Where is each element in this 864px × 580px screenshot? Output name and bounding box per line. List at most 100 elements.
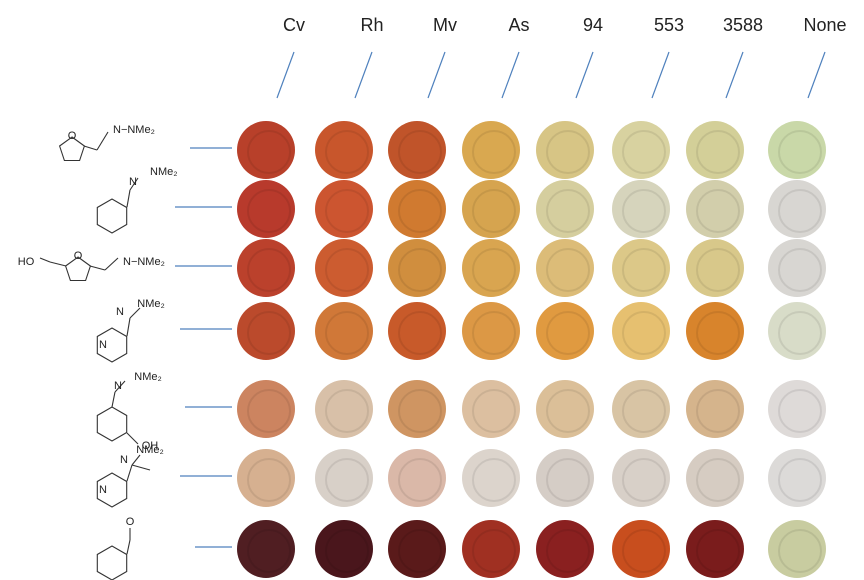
well: [536, 121, 594, 179]
bond: [39, 257, 51, 263]
well: [536, 302, 594, 360]
atom-label: N: [99, 484, 107, 496]
atom-label: O: [74, 250, 83, 262]
well: [315, 380, 373, 438]
well: [768, 239, 826, 297]
well-ring: [778, 458, 822, 502]
well: [462, 520, 520, 578]
well: [686, 380, 744, 438]
bond: [131, 464, 151, 471]
well-ring: [696, 529, 740, 573]
ring: [96, 327, 128, 363]
well-ring: [546, 458, 590, 502]
ring: [64, 256, 92, 282]
well: [686, 449, 744, 507]
well-ring: [546, 311, 590, 355]
well-ring: [546, 248, 590, 292]
bond: [126, 317, 131, 337]
column-header: None: [803, 15, 846, 35]
header-line: [807, 51, 826, 99]
column-header: Rh: [360, 15, 383, 35]
well-ring: [622, 311, 666, 355]
atom-label: N−NMe₂: [113, 124, 155, 136]
well: [388, 380, 446, 438]
well-ring: [472, 458, 516, 502]
well: [315, 302, 373, 360]
ring: [96, 198, 128, 234]
well: [388, 180, 446, 238]
well: [612, 380, 670, 438]
well-ring: [546, 130, 590, 174]
well: [686, 302, 744, 360]
well-ring: [778, 529, 822, 573]
well-ring: [622, 130, 666, 174]
bond: [114, 380, 126, 393]
well: [686, 239, 744, 297]
well-ring: [472, 311, 516, 355]
well: [462, 380, 520, 438]
well-ring: [247, 189, 291, 233]
atom-label: O: [68, 130, 77, 142]
well-ring: [325, 189, 369, 233]
well: [768, 302, 826, 360]
column-header: 94: [583, 15, 603, 35]
header-line: [427, 51, 446, 99]
well-ring: [472, 529, 516, 573]
well: [388, 239, 446, 297]
well: [768, 380, 826, 438]
atom-label: NMe₂: [136, 444, 164, 456]
column-header: 3588: [723, 15, 763, 35]
well: [388, 449, 446, 507]
header-line: [501, 51, 520, 99]
well: [388, 520, 446, 578]
bond: [126, 432, 139, 445]
well-ring: [398, 189, 442, 233]
well: [536, 449, 594, 507]
well-ring: [622, 389, 666, 433]
atom-label: OH: [142, 440, 159, 452]
header-line: [725, 51, 744, 99]
ring: [96, 472, 128, 508]
well: [315, 520, 373, 578]
ring: [96, 406, 128, 442]
well: [612, 449, 670, 507]
well-ring: [398, 458, 442, 502]
well: [612, 239, 670, 297]
bond: [129, 307, 141, 319]
well: [462, 302, 520, 360]
atom-label: N−NMe₂: [123, 256, 165, 268]
well-ring: [325, 529, 369, 573]
atom-label: N: [116, 306, 124, 318]
bond: [49, 261, 67, 267]
well-ring: [325, 248, 369, 292]
well: [768, 449, 826, 507]
well-ring: [778, 130, 822, 174]
ring: [58, 136, 86, 162]
well-ring: [325, 130, 369, 174]
well-ring: [622, 248, 666, 292]
well-ring: [472, 130, 516, 174]
header-line: [354, 51, 373, 99]
bond: [96, 131, 109, 151]
well-ring: [696, 389, 740, 433]
header-line: [651, 51, 670, 99]
well-ring: [696, 458, 740, 502]
well: [388, 121, 446, 179]
well: [237, 180, 295, 238]
well-ring: [778, 389, 822, 433]
ring: [96, 545, 128, 580]
well: [768, 520, 826, 578]
well-ring: [622, 189, 666, 233]
well: [612, 180, 670, 238]
well-ring: [696, 248, 740, 292]
atom-label: N: [129, 176, 137, 188]
atom-label: NMe₂: [150, 166, 178, 178]
well-ring: [472, 248, 516, 292]
bond: [126, 539, 131, 555]
well: [315, 121, 373, 179]
well-ring: [472, 189, 516, 233]
well-ring: [778, 189, 822, 233]
well-ring: [472, 389, 516, 433]
well: [768, 121, 826, 179]
